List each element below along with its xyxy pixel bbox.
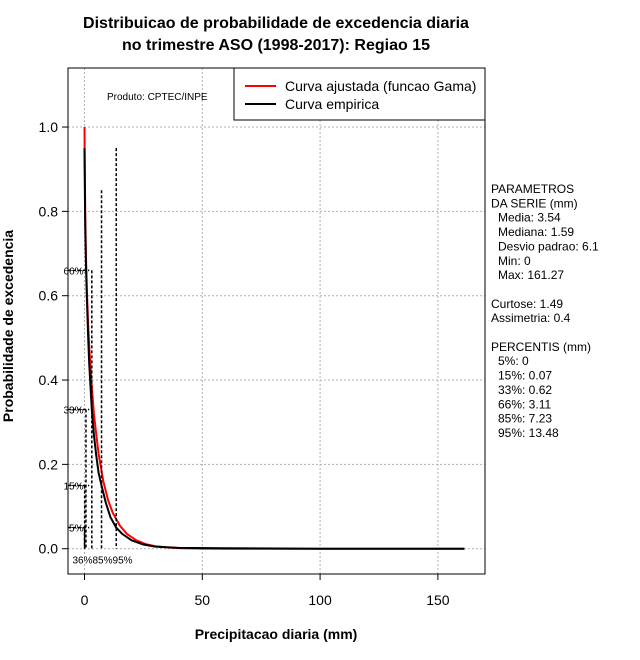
stats-line: Max: 161.27 [498,268,564,282]
stats-line: Mediana: 1.59 [498,225,574,239]
stats-line: 85%: 7.23 [498,412,552,426]
y-tick-label: 0.2 [39,456,59,472]
x-tick-label: 100 [308,592,332,608]
x-axis: 0 50 100 150 [81,574,450,608]
stats-line: DA SERIE (mm) [491,196,578,210]
y-axis-label: Probabilidade de excedencia [0,230,16,422]
x-tick-label: 0 [81,592,89,608]
percentile-y-label: 15% [63,481,83,492]
stats-line: PERCENTIS (mm) [491,340,591,354]
stats-line: Curtose: 1.49 [491,297,563,311]
stats-line: 33%: 0.62 [498,383,552,397]
percentile-y-label: 66% [63,266,83,277]
stats-line: 66%: 3.11 [498,397,551,411]
series-layer [83,126,465,550]
stats-line: Media: 3.54 [498,211,561,225]
legend: Curva ajustada (funcao Gama) Curva empir… [233,67,486,121]
x-axis-label: Precipitacao diaria (mm) [195,626,358,642]
stats-line: 95%: 13.48 [498,426,559,440]
y-tick-label: 0.4 [39,372,59,388]
stats-line: Desvio padrao: 6.1 [498,239,599,253]
x-tick-label: 50 [194,592,210,608]
x-tick-label: 150 [426,592,450,608]
legend-label-fitted: Curva ajustada (funcao Gama) [285,78,476,94]
y-tick-label: 0.8 [39,203,59,219]
stats-line: PARAMETROS [491,182,574,196]
stats-line: Min: 0 [498,254,531,268]
legend-label-empirical: Curva empirica [285,96,379,112]
product-label: Produto: CPTEC/INPE [107,92,208,103]
chart-title-line1: Distribuicao de probabilidade de exceden… [83,15,469,32]
series-empirical-line [83,148,465,550]
chart-title-line2: no trimestre ASO (1998-2017): Regiao 15 [122,37,430,54]
stats-line: Assimetria: 0.4 [491,311,571,325]
series-fitted-line [83,126,465,550]
grid-lines [68,68,485,574]
stats-line: 15%: 0.07 [498,369,552,383]
percentile-markers: 66% 33% 15% 5% 36%85%95% [63,148,133,567]
percentile-x-labels: 36%85%95% [72,556,132,567]
y-axis: 0.0 0.2 0.4 0.6 0.8 1.0 [39,119,68,557]
legend-box [233,67,486,121]
y-tick-label: 0.6 [39,288,59,304]
y-tick-label: 1.0 [39,119,59,135]
y-tick-label: 0.0 [39,541,59,557]
percentile-y-label: 5% [69,524,84,535]
stats-line: 5%: 0 [498,354,529,368]
percentile-y-label: 33% [63,406,83,417]
plot-area-frame [67,67,486,575]
